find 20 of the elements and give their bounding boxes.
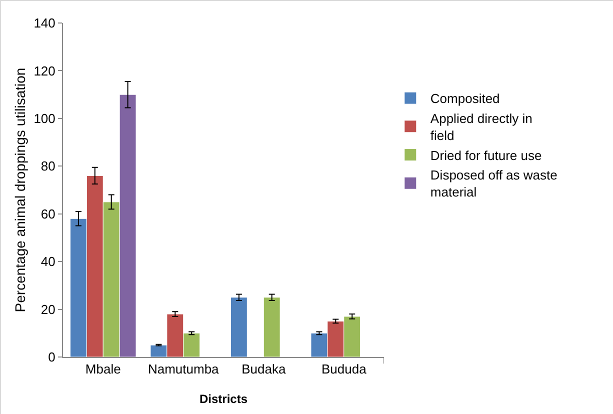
x-tick-label: Budaka bbox=[242, 362, 286, 377]
legend-label: Composited bbox=[430, 91, 500, 106]
x-tick-label: Mbale bbox=[85, 362, 121, 377]
y-tick-label: 140 bbox=[34, 16, 56, 31]
bar bbox=[263, 297, 280, 357]
y-tick-label: 60 bbox=[40, 206, 56, 222]
y-tick-label: 40 bbox=[40, 254, 56, 270]
x-tick-label: Bududa bbox=[321, 362, 368, 377]
y-tick-label: 20 bbox=[40, 302, 56, 317]
y-tick-label: 100 bbox=[34, 110, 56, 126]
x-tick-label: Namutumba bbox=[148, 362, 220, 377]
legend-label: Disposed off as waste material bbox=[430, 168, 558, 200]
y-tick-label: 120 bbox=[34, 63, 56, 78]
legend-label: Dried for future use bbox=[430, 148, 542, 163]
legend-label: Applied directly in field bbox=[430, 111, 532, 143]
y-tick-label: 0 bbox=[48, 350, 56, 365]
x-axis-title: Districts bbox=[199, 392, 248, 406]
bar bbox=[230, 297, 248, 357]
y-axis-title: Percentage animal droppings utilisation bbox=[12, 68, 28, 312]
y-tick-label: 80 bbox=[40, 158, 56, 174]
